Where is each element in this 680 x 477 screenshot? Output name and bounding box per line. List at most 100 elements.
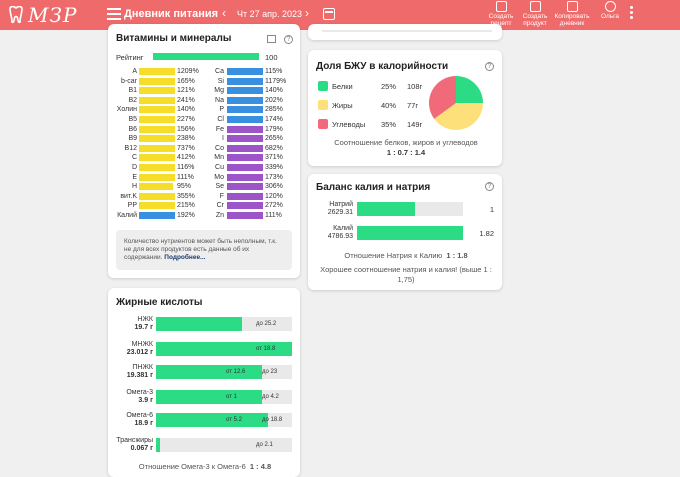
nutrient-percent: 227% (177, 116, 195, 123)
next-day-button[interactable]: › (305, 6, 309, 20)
nutrient-bar (227, 96, 263, 104)
menu-icon[interactable] (107, 8, 121, 20)
nutrient-label: B1 (128, 87, 137, 95)
nutrient-bar (227, 77, 263, 85)
nutrient-percent: 215% (177, 202, 195, 210)
nutrient-percent: 120% (265, 192, 283, 200)
nutrient-label: Mn (214, 154, 224, 162)
nutrient-bar (139, 106, 175, 114)
nutrient-bar (227, 212, 263, 219)
min-norm-label: от 12.6 (226, 369, 246, 375)
fatty-acid-fill (156, 317, 242, 331)
macro-grams: 77г (407, 101, 419, 110)
macro-name: Жиры (332, 101, 353, 110)
fatty-acid-track: до 25.2 (156, 317, 292, 331)
nutrient-percent: 241% (177, 96, 195, 104)
nutrient-bar (227, 68, 263, 75)
logo[interactable]: МЗР (8, 3, 77, 27)
date-selector[interactable]: Чт 27 апр. 2023 (237, 9, 303, 19)
fatty-acid-value: 18.9 г (134, 420, 153, 427)
macro-name: Углеводы (332, 120, 366, 129)
help-icon[interactable]: ? (284, 35, 293, 44)
nutrient-bar (139, 183, 174, 191)
macro-percent: 35% (381, 120, 397, 129)
nutrient-label: Fe (215, 125, 224, 133)
nutrient-label: E (132, 173, 137, 181)
nutrient-percent: 111% (265, 212, 282, 219)
mineral-track (357, 202, 463, 216)
nutrient-percent: 121% (177, 87, 195, 95)
mineral-value: 2629.31 (327, 209, 353, 216)
nutrient-bar (139, 77, 175, 85)
nutrient-bar (139, 212, 175, 219)
bju-ratio: 1 : 0.7 : 1.4 (386, 148, 426, 157)
nutrient-label: Si (217, 77, 224, 85)
mineral-name: Натрий (329, 201, 353, 208)
create-product-button[interactable]: Создать продукт (517, 1, 553, 27)
fatty-acid-value: 3.9 г (138, 397, 153, 404)
nutrient-percent: 140% (265, 87, 283, 95)
nutrient-label: Холин (116, 106, 137, 114)
nutrient-label: вит.K (120, 192, 137, 200)
nutrient-bar (139, 154, 175, 162)
nutrient-label: A (132, 68, 137, 75)
nutrient-bar (139, 68, 175, 75)
create-recipe-button[interactable]: Создать рецепт (483, 1, 519, 27)
bju-pie-chart (429, 76, 483, 130)
min-norm-label: от 1 (226, 394, 237, 400)
fatty-acid-value: 19.381 г (126, 372, 153, 379)
more-link[interactable]: Подробнее... (164, 254, 206, 261)
recipe-icon (495, 1, 507, 12)
table-icon[interactable] (267, 35, 276, 43)
copy-diary-button[interactable]: Копировать дневник (554, 1, 590, 27)
max-norm-label: до 25.2 (256, 321, 277, 327)
fatty-acid-name: ПНЖК (132, 364, 153, 371)
prev-day-button[interactable]: ‹ (222, 6, 226, 20)
fatty-acid-fill (156, 413, 268, 427)
nutrient-percent: 272% (265, 202, 283, 210)
fatty-acids-title: Жирные кислоты (116, 297, 203, 308)
nutrient-percent: 1209% (177, 68, 199, 75)
user-profile-button[interactable]: Ольга (592, 1, 628, 20)
macro-grams: 108г (407, 82, 423, 91)
nutrient-percent: 202% (265, 96, 283, 104)
nutrient-label: b-car (121, 77, 137, 85)
macro-percent: 40% (381, 101, 397, 110)
potassium-sodium-title: Баланс калия и натрия (316, 182, 431, 193)
kna-help-icon[interactable]: ? (485, 182, 494, 191)
nutrient-percent: 116% (177, 164, 195, 171)
nutrient-label: B5 (128, 116, 137, 123)
nutrient-label: Zn (215, 212, 224, 219)
calendar-icon[interactable] (323, 8, 335, 20)
page-title: Дневник питания (124, 8, 219, 20)
macro-color-swatch (318, 119, 328, 129)
tooth-logo-icon (9, 6, 23, 24)
nutrient-bar (227, 173, 263, 181)
nutrient-label: PP (127, 202, 137, 210)
more-options-icon[interactable] (630, 6, 634, 21)
nutrient-label: Mg (214, 87, 224, 95)
summary-bar (322, 30, 492, 32)
mineral-ratio: 1.82 (479, 229, 494, 238)
nutrition-summary-card (308, 24, 502, 40)
pie-slice (456, 76, 483, 103)
nutrient-label: H (131, 183, 137, 191)
nutrient-label: B9 (128, 135, 137, 143)
max-norm-label: до 4.2 (262, 394, 279, 400)
user-icon (604, 1, 616, 12)
macro-percent: 25% (381, 82, 397, 91)
kna-good-text: Хорошее соотношение натрия и калия! (выш… (320, 265, 492, 284)
nutrient-label: Cr (216, 202, 224, 210)
nutrient-bar (139, 202, 175, 210)
nutrient-percent: 179% (265, 125, 283, 133)
fatty-acid-track: до 2.1 (156, 438, 292, 452)
bju-help-icon[interactable]: ? (485, 62, 494, 71)
nutrient-label: I (222, 135, 224, 143)
nutrient-percent: 737% (177, 144, 195, 152)
nutrient-bar (227, 192, 263, 200)
nutrient-bar (139, 173, 175, 181)
fatty-acid-value: 0.067 г (130, 445, 153, 452)
nutrient-label: B2 (128, 96, 137, 104)
mineral-track (357, 226, 463, 240)
fatty-acid-name: Трансжиры (116, 437, 153, 444)
